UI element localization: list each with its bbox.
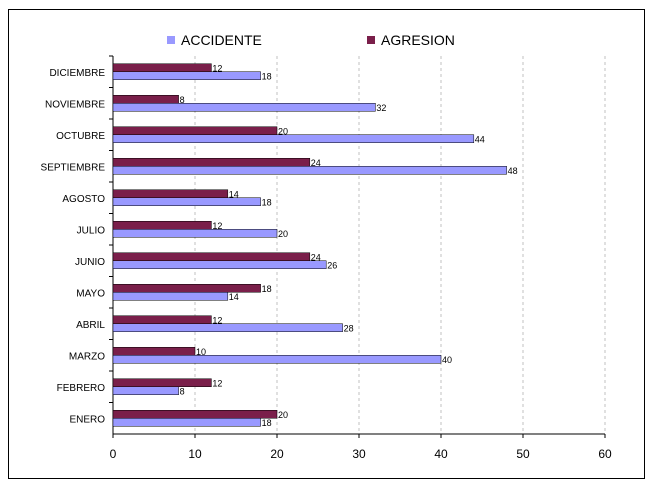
data-label-accidente-febrero: 8 xyxy=(180,386,185,396)
bar-agresion-octubre xyxy=(112,126,278,135)
data-label-accidente-diciembre: 18 xyxy=(262,71,272,81)
x-tick-label-40: 40 xyxy=(434,447,448,461)
data-label-agresion-mayo: 18 xyxy=(262,284,272,294)
bar-accidente-mayo xyxy=(112,292,229,301)
legend-swatch-agresion xyxy=(367,36,375,44)
bar-accidente-febrero xyxy=(112,386,179,395)
x-tick-label-0: 0 xyxy=(110,447,117,461)
y-tick-label-julio: JULIO xyxy=(77,225,106,236)
legend-label-accidente: ACCIDENTE xyxy=(181,32,262,48)
y-tick-label-enero: ENERO xyxy=(69,414,105,425)
bar-accidente-marzo xyxy=(112,355,442,364)
y-tick-label-diciembre: DICIEMBRE xyxy=(49,68,105,79)
data-label-accidente-octubre: 44 xyxy=(475,134,485,144)
bar-agresion-agosto xyxy=(112,189,229,198)
bar-accidente-julio xyxy=(112,229,278,238)
data-label-agresion-abril: 12 xyxy=(212,315,222,325)
x-tick-label-60: 60 xyxy=(598,447,612,461)
data-label-accidente-agosto: 18 xyxy=(262,197,272,207)
bar-accidente-enero xyxy=(112,418,261,427)
x-tick-label-50: 50 xyxy=(516,447,530,461)
bar-accidente-junio xyxy=(112,260,327,269)
bar-agresion-marzo xyxy=(112,347,196,356)
y-tick-label-octubre: OCTUBRE xyxy=(56,131,105,142)
bar-accidente-noviembre xyxy=(112,103,376,112)
data-label-agresion-julio: 12 xyxy=(212,221,222,231)
y-tick-label-marzo: MARZO xyxy=(69,351,105,362)
bar-agresion-diciembre xyxy=(112,63,212,72)
data-label-accidente-abril: 28 xyxy=(344,323,354,333)
data-label-agresion-septiembre: 24 xyxy=(311,158,321,168)
data-label-accidente-julio: 20 xyxy=(278,229,288,239)
y-tick-label-septiembre: SEPTIEMBRE xyxy=(41,162,106,173)
y-tick-label-agosto: AGOSTO xyxy=(62,194,105,205)
y-tick-label-abril: ABRIL xyxy=(76,320,105,331)
bar-agresion-noviembre xyxy=(112,95,179,104)
x-tick-label-30: 30 xyxy=(352,447,366,461)
data-label-agresion-marzo: 10 xyxy=(196,347,206,357)
bar-agresion-junio xyxy=(112,252,311,261)
bar-chart: 0 10 20 30 40 50 60 ENERO 20 18 FEBRERO 12 8 MARZO 10 4… xyxy=(41,55,612,461)
y-tick-label-febrero: FEBRERO xyxy=(57,383,106,394)
bar-accidente-agosto xyxy=(112,197,261,206)
y-tick-label-mayo: MAYO xyxy=(76,288,105,299)
data-label-accidente-mayo: 14 xyxy=(229,292,239,302)
data-label-agresion-febrero: 12 xyxy=(212,378,222,388)
bar-agresion-septiembre xyxy=(112,158,311,167)
bar-accidente-octubre xyxy=(112,134,475,143)
legend-swatch-accidente xyxy=(167,36,175,44)
bar-agresion-febrero xyxy=(112,378,212,387)
data-label-agresion-agosto: 14 xyxy=(229,189,239,199)
data-label-accidente-enero: 18 xyxy=(262,418,272,428)
x-tick-label-10: 10 xyxy=(188,447,202,461)
data-label-accidente-marzo: 40 xyxy=(442,355,452,365)
legend-label-agresion: AGRESION xyxy=(381,32,455,48)
x-tick-label-20: 20 xyxy=(270,447,284,461)
bar-agresion-enero xyxy=(112,410,278,419)
data-label-accidente-junio: 26 xyxy=(327,260,337,270)
legend-item-accidente: ACCIDENTE xyxy=(167,32,262,48)
data-label-agresion-noviembre: 8 xyxy=(180,95,185,105)
chart-frame: ACCIDENTE AGRESION 0 10 20 30 40 50 60 ENERO 20 1… xyxy=(8,9,645,479)
legend-item-agresion: AGRESION xyxy=(367,32,455,48)
bar-agresion-abril xyxy=(112,315,212,324)
data-label-agresion-junio: 24 xyxy=(311,252,321,262)
bar-accidente-diciembre xyxy=(112,71,261,80)
y-tick-label-junio: JUNIO xyxy=(75,257,105,268)
y-tick-label-noviembre: NOVIEMBRE xyxy=(45,99,105,110)
data-label-agresion-enero: 20 xyxy=(278,410,288,420)
data-label-agresion-diciembre: 12 xyxy=(212,63,222,73)
bar-accidente-abril xyxy=(112,323,343,332)
bar-accidente-septiembre xyxy=(112,166,507,175)
data-label-accidente-septiembre: 48 xyxy=(508,166,518,176)
data-label-agresion-octubre: 20 xyxy=(278,126,288,136)
data-label-accidente-noviembre: 32 xyxy=(376,103,386,113)
bar-agresion-julio xyxy=(112,221,212,230)
